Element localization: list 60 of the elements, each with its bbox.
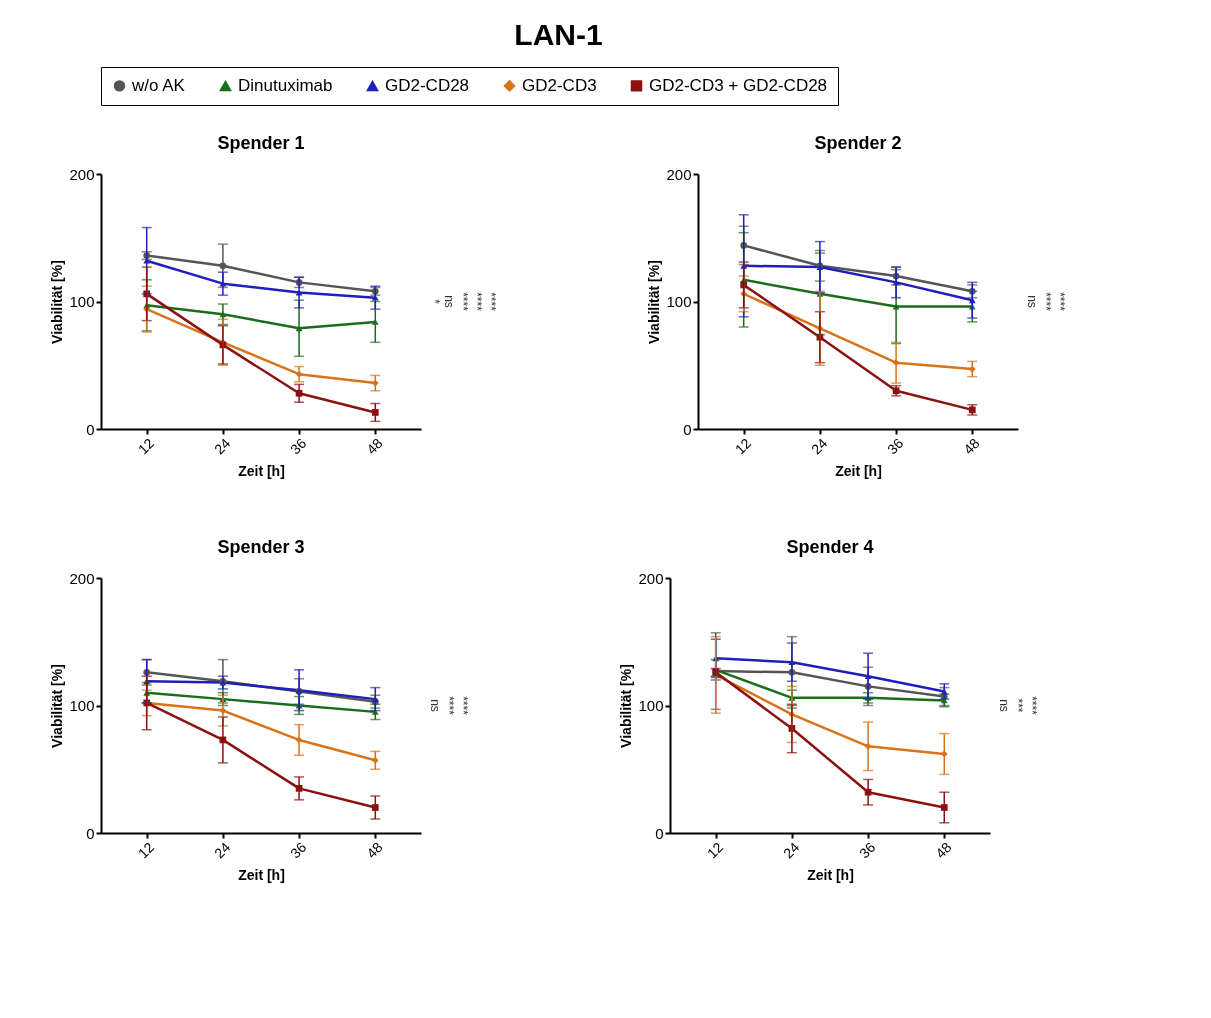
text: **** [1053,292,1067,312]
text: **** [1025,696,1039,716]
x-tick-label: 24 [210,434,234,458]
chart-title: Spender 4 [786,537,874,557]
x-tick-label: 12 [134,838,158,862]
y-axis-title: Viabilität [%] [49,664,66,748]
chart-title: Spender 3 [217,537,305,557]
text: LAN-1 [514,17,603,51]
legend-label: GD2-CD3 + GD2-CD28 [649,75,828,95]
y-tick-label: 200 [69,165,95,183]
x-tick-label: 24 [807,434,831,458]
legend-label: Dinutuximab [238,76,333,96]
x-axis-title: Zeit [h] [835,463,882,480]
y-tick-label: 200 [638,569,664,587]
x-tick-label: 48 [363,434,386,458]
x-tick-label: 24 [210,838,234,862]
chart-title: Spender 2 [814,133,902,153]
y-tick-label: 200 [666,165,692,183]
text: ns [1025,295,1039,308]
chart-title: Spender 1 [217,133,305,153]
text: ns [428,699,442,712]
y-tick-label: 0 [86,420,95,438]
x-tick-label: 48 [960,434,983,458]
y-tick-label: 100 [69,293,95,310]
legend-label: w/o AK [131,75,186,95]
text: **** [470,292,484,312]
text: **** [442,696,456,716]
x-tick-label: 24 [779,838,803,862]
y-axis-title: Viabilität [%] [49,260,66,344]
y-axis-title: Viabilität [%] [646,260,663,344]
x-tick-label: 12 [134,434,158,458]
y-tick-label: 100 [666,293,692,310]
y-tick-label: 100 [638,697,664,714]
legend-label: GD2-CD3 [522,75,597,95]
text: *** [1011,698,1025,713]
x-tick-label: 48 [363,838,386,862]
y-tick-label: 0 [683,420,692,438]
x-tick-label: 36 [287,434,310,458]
text: **** [456,292,470,312]
x-axis-title: Zeit [h] [807,867,854,884]
text: **** [456,696,470,716]
text: * [428,299,442,305]
y-axis-title: Viabilität [%] [618,664,635,748]
x-axis-title: Zeit [h] [238,867,285,884]
text: **** [484,292,498,312]
text: ns [442,295,456,308]
text: ns [997,699,1011,712]
x-axis-title: Zeit [h] [238,463,285,480]
x-tick-label: 36 [287,838,310,862]
x-tick-label: 12 [703,838,727,862]
y-tick-label: 200 [69,569,95,587]
x-tick-label: 12 [731,434,755,458]
y-tick-label: 0 [655,824,664,842]
x-tick-label: 36 [884,434,907,458]
text: **** [1039,292,1053,312]
x-tick-label: 48 [932,838,955,862]
legend-label: GD2-CD28 [385,76,470,96]
y-tick-label: 0 [86,824,95,842]
x-tick-label: 36 [856,838,879,862]
y-tick-label: 100 [69,697,95,714]
